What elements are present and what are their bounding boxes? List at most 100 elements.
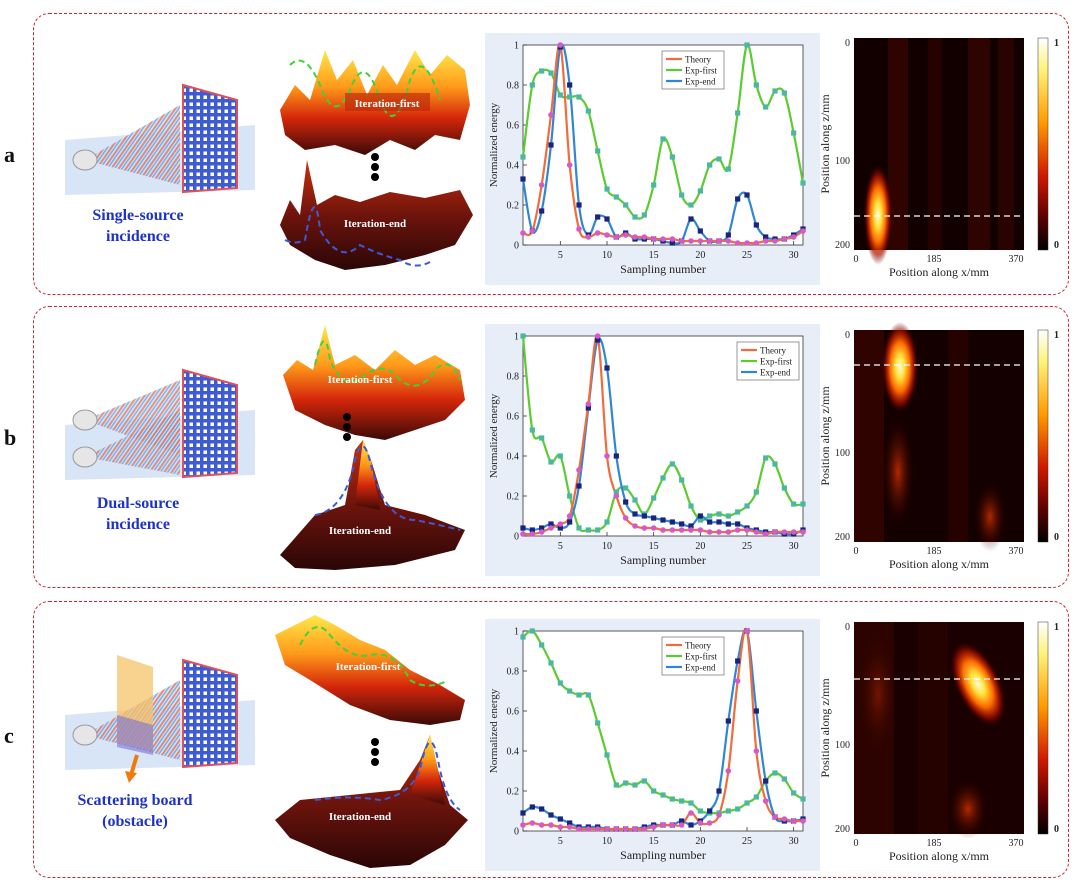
beam: [85, 105, 180, 185]
surface-first-label: Iteration-first: [328, 374, 393, 386]
data-point: [576, 483, 582, 489]
row-label-c: c: [4, 723, 14, 748]
data-point: [716, 156, 722, 162]
data-point: [725, 513, 731, 519]
y-tick-label: 0.8: [507, 372, 520, 383]
data-point: [622, 232, 629, 238]
data-point: [539, 208, 545, 214]
y-tick-label: 1: [514, 332, 519, 343]
y-tick-label: 0: [514, 241, 519, 252]
x-tick-label: 30: [789, 541, 799, 552]
data-point: [632, 826, 638, 832]
data-point: [725, 808, 731, 814]
legend-entry: Exp-end: [760, 368, 791, 378]
surface-plots-b: Iteration-first Iteration-end: [280, 325, 465, 570]
surface-end-peak: [410, 735, 445, 805]
x-tick-label: 25: [742, 541, 752, 552]
data-point: [594, 230, 601, 236]
data-point: [781, 816, 788, 822]
data-point: [753, 748, 760, 754]
y-axis-label: Normalized energy: [488, 102, 500, 187]
data-point: [557, 824, 564, 830]
data-point: [660, 517, 666, 523]
legend-entry: Exp-end: [685, 77, 716, 87]
data-point: [669, 154, 675, 160]
data-point: [585, 401, 592, 407]
data-point: [651, 182, 657, 188]
surface-end-label: Iteration-end: [329, 811, 391, 823]
heatmap-x-axis-label: Position along x/mm: [889, 849, 990, 863]
heatmap-b: 0 185 370 0 100 200 Position along x/mm Positio…: [818, 322, 1059, 571]
data-point: [539, 806, 545, 812]
colorbar-tick-label: 0: [1054, 532, 1059, 543]
data-point: [585, 234, 592, 240]
data-point: [791, 501, 797, 507]
y-tick-label: 0.4: [507, 161, 520, 172]
data-point: [772, 461, 778, 467]
data-point: [585, 692, 591, 698]
heatmap-y-axis-label: Position along z/mm: [818, 94, 832, 194]
data-point: [707, 519, 713, 525]
surface-first: [275, 615, 465, 725]
data-point: [557, 92, 563, 98]
data-point: [548, 822, 554, 828]
data-point: [688, 800, 694, 806]
data-point: [566, 824, 573, 830]
y-axis-label: Normalized energy: [488, 688, 500, 773]
data-point: [735, 196, 741, 202]
data-point: [641, 826, 648, 832]
data-point: [697, 228, 703, 234]
data-point: [594, 826, 601, 832]
data-point: [576, 525, 582, 531]
data-point: [529, 427, 535, 433]
data-point: [791, 130, 797, 136]
row-a-frame: [33, 13, 1069, 295]
heatmap-y-tick-label: 200: [835, 532, 850, 543]
arrow-icon: [129, 754, 139, 776]
data-point: [772, 88, 778, 94]
data-point: [613, 453, 619, 459]
x-tick-label: 5: [558, 541, 563, 552]
legend-entry: Theory: [685, 55, 711, 65]
horn-antenna-icon: [72, 149, 98, 171]
data-point: [576, 202, 582, 208]
data-point: [576, 692, 582, 698]
data-point: [781, 776, 787, 782]
legend-entry: Exp-first: [760, 357, 792, 367]
heatmap-x-tick-label: 0: [854, 546, 859, 557]
setup-illustration-a: [65, 83, 255, 195]
data-point: [744, 240, 750, 246]
data-point: [800, 529, 806, 535]
x-tick-label: 30: [789, 836, 799, 847]
colorbar: [1037, 621, 1049, 835]
data-point: [697, 238, 704, 244]
surface-end-peak: [355, 440, 380, 510]
x-tick-label: 25: [742, 836, 752, 847]
data-point: [585, 405, 591, 411]
data-point: [520, 810, 526, 816]
heatmap-y-tick-label: 0: [845, 330, 850, 341]
data-point: [529, 820, 536, 826]
data-point: [660, 236, 666, 242]
y-tick-label: 0.8: [507, 81, 520, 92]
data-point: [735, 521, 741, 527]
x-tick-label: 30: [789, 250, 799, 261]
y-tick-label: 0.4: [507, 747, 520, 758]
data-point: [557, 453, 563, 459]
heatmap-y-tick-label: 200: [835, 824, 850, 835]
data-point: [567, 820, 573, 826]
surface-end-profile: [314, 445, 461, 531]
data-point: [613, 782, 619, 788]
data-point: [800, 796, 806, 802]
data-point: [641, 525, 648, 531]
data-point: [678, 238, 685, 244]
colorbar-tick-label: 0: [1054, 824, 1059, 835]
data-point: [595, 214, 601, 220]
data-point: [538, 529, 545, 535]
data-point: [744, 192, 750, 198]
data-point: [734, 527, 741, 533]
data-point: [669, 822, 676, 828]
data-point: [539, 525, 545, 531]
surface-end-profile: [284, 206, 431, 267]
